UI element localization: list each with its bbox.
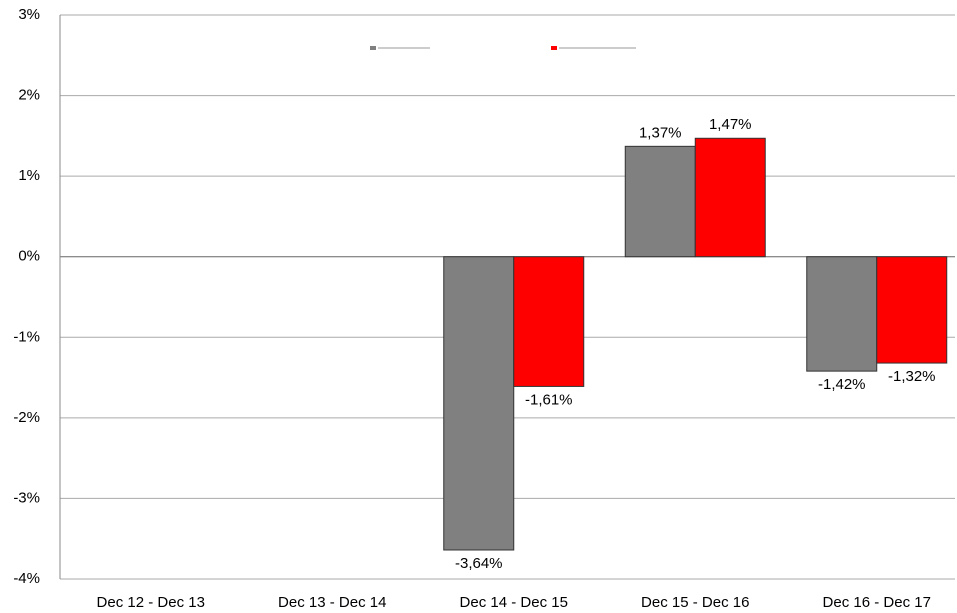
x-tick-label: Dec 12 - Dec 13 (97, 594, 205, 611)
y-tick-label: -3% (13, 489, 40, 506)
x-tick-label: Dec 16 - Dec 17 (823, 594, 931, 611)
legend-swatch (370, 46, 376, 50)
y-tick-label: -2% (13, 409, 40, 426)
data-label: -1,61% (525, 391, 573, 408)
y-tick-label: 3% (18, 6, 40, 23)
data-label: 1,47% (709, 116, 752, 133)
bar (694, 137, 766, 258)
data-label: 1,37% (639, 124, 682, 141)
data-label: -1,32% (888, 368, 936, 385)
x-tick-label: Dec 15 - Dec 16 (641, 594, 749, 611)
y-tick-label: 2% (18, 87, 40, 104)
x-tick-label: Dec 13 - Dec 14 (278, 594, 386, 611)
data-label: -1,42% (818, 376, 866, 393)
y-tick-label: -4% (13, 570, 40, 587)
y-tick-label: 0% (18, 248, 40, 265)
bar (876, 256, 948, 364)
data-label: -3,64% (455, 555, 503, 572)
bar (443, 256, 515, 551)
legend-swatch (551, 46, 557, 50)
legend (370, 46, 636, 50)
bar (513, 256, 585, 387)
y-tick-label: -1% (13, 328, 40, 345)
y-tick-label: 1% (18, 167, 40, 184)
bar (624, 145, 696, 258)
bar (806, 256, 878, 372)
x-tick-label: Dec 14 - Dec 15 (460, 594, 568, 611)
